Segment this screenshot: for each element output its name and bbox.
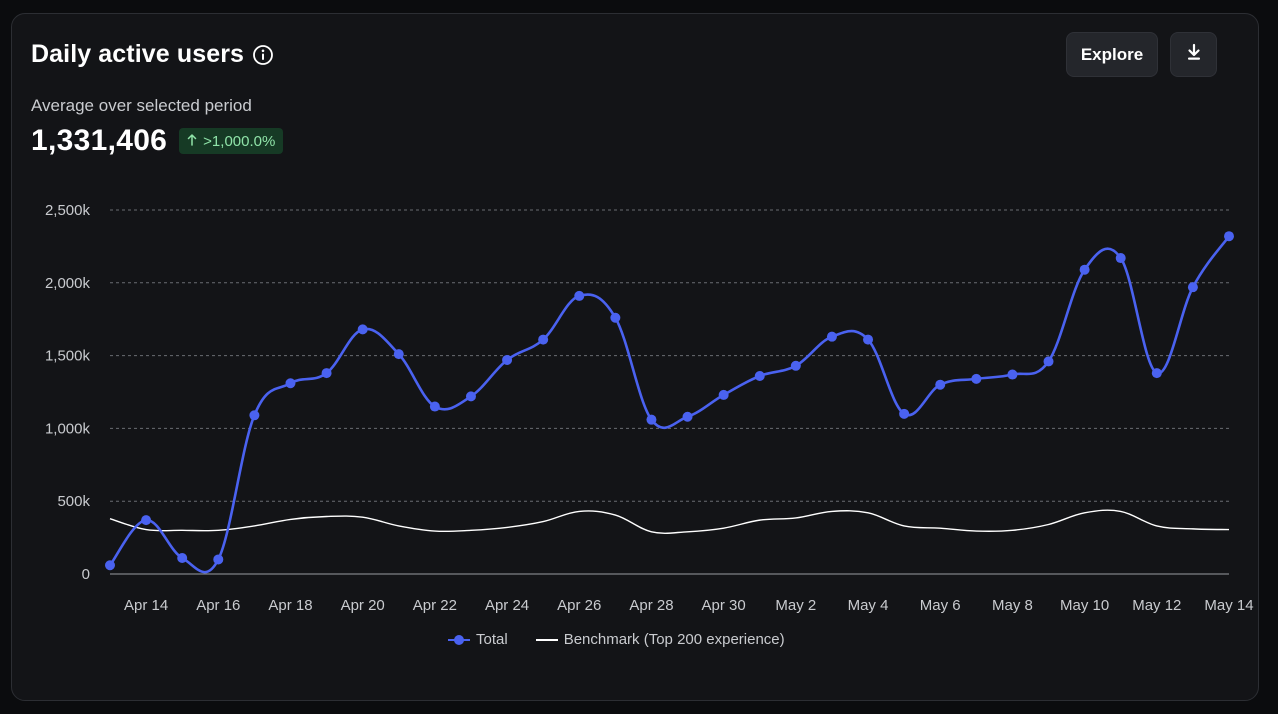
y-tick-label: 0 [82, 566, 90, 583]
download-icon [1186, 43, 1202, 66]
info-icon[interactable] [252, 44, 274, 66]
total-data-point [465, 391, 476, 402]
y-tick-label: 2,000k [45, 275, 91, 292]
x-tick-label: Apr 26 [557, 597, 601, 614]
y-tick-label: 2,500k [45, 202, 91, 219]
total-data-point [826, 331, 837, 342]
x-tick-label: Apr 14 [124, 597, 168, 614]
total-data-point [502, 354, 513, 365]
x-tick-label: Apr 18 [268, 597, 312, 614]
total-data-point [321, 368, 332, 379]
total-data-point [935, 379, 946, 390]
legend-total-label: Total [476, 631, 508, 648]
x-tick-label: May 14 [1204, 597, 1253, 614]
metric-row: 1,331,406 >1,000.0% [31, 124, 284, 158]
total-data-point [393, 349, 404, 360]
change-badge: >1,000.0% [179, 128, 284, 154]
x-tick-label: Apr 30 [702, 597, 746, 614]
total-data-point [790, 360, 801, 371]
x-tick-label: May 10 [1060, 597, 1109, 614]
chart-legend: Total Benchmark (Top 200 experience) [448, 631, 785, 648]
x-tick-label: Apr 20 [341, 597, 385, 614]
x-tick-label: Apr 28 [629, 597, 673, 614]
total-data-point [285, 378, 296, 389]
metric-subtitle: Average over selected period [31, 96, 252, 115]
x-tick-label: Apr 22 [413, 597, 457, 614]
total-data-point [429, 401, 440, 412]
title-row: Daily active users [31, 40, 274, 69]
total-data-point [1007, 369, 1018, 380]
total-data-point [1151, 368, 1162, 379]
total-data-point [754, 370, 765, 381]
metric-value: 1,331,406 [31, 124, 168, 157]
chart-title: Daily active users [31, 40, 245, 68]
total-data-point [105, 560, 115, 571]
total-data-point [574, 290, 585, 301]
total-data-point [249, 410, 260, 421]
legend-benchmark-swatch [535, 638, 558, 641]
total-data-point [610, 312, 621, 323]
legend-item-total[interactable]: Total [448, 631, 508, 648]
x-tick-label: May 8 [992, 597, 1033, 614]
total-data-point [1187, 282, 1198, 293]
total-data-point [1043, 356, 1054, 367]
change-badge-label: >1,000.0% [203, 132, 276, 150]
total-data-point [1224, 231, 1234, 242]
x-tick-label: May 6 [920, 597, 961, 614]
y-tick-label: 500k [57, 493, 90, 510]
arrow-up-icon [187, 133, 197, 149]
x-tick-label: May 2 [775, 597, 816, 614]
total-data-point [718, 389, 729, 400]
y-tick-label: 1,500k [45, 348, 91, 365]
total-data-point [971, 373, 982, 384]
legend-benchmark-label: Benchmark (Top 200 experience) [563, 631, 785, 648]
total-data-point [863, 334, 874, 345]
total-data-point [682, 411, 693, 422]
legend-total-swatch [448, 634, 470, 645]
download-button[interactable] [1170, 32, 1217, 77]
x-tick-label: Apr 16 [196, 597, 240, 614]
total-data-point [357, 324, 368, 335]
total-data-point [177, 552, 188, 563]
total-data-point [213, 554, 224, 565]
benchmark-series-line [109, 509, 1230, 534]
x-tick-label: Apr 24 [485, 597, 529, 614]
total-data-point [899, 408, 910, 419]
total-data-point [646, 414, 657, 425]
total-data-point [1079, 264, 1090, 275]
total-data-point [141, 515, 152, 526]
x-tick-label: May 4 [848, 597, 889, 614]
explore-button[interactable]: Explore [1066, 32, 1158, 77]
y-tick-label: 1,000k [45, 420, 91, 437]
total-data-point [1115, 253, 1126, 264]
legend-item-benchmark[interactable]: Benchmark (Top 200 experience) [535, 631, 785, 648]
x-tick-label: May 12 [1132, 597, 1181, 614]
total-data-point [538, 334, 549, 345]
